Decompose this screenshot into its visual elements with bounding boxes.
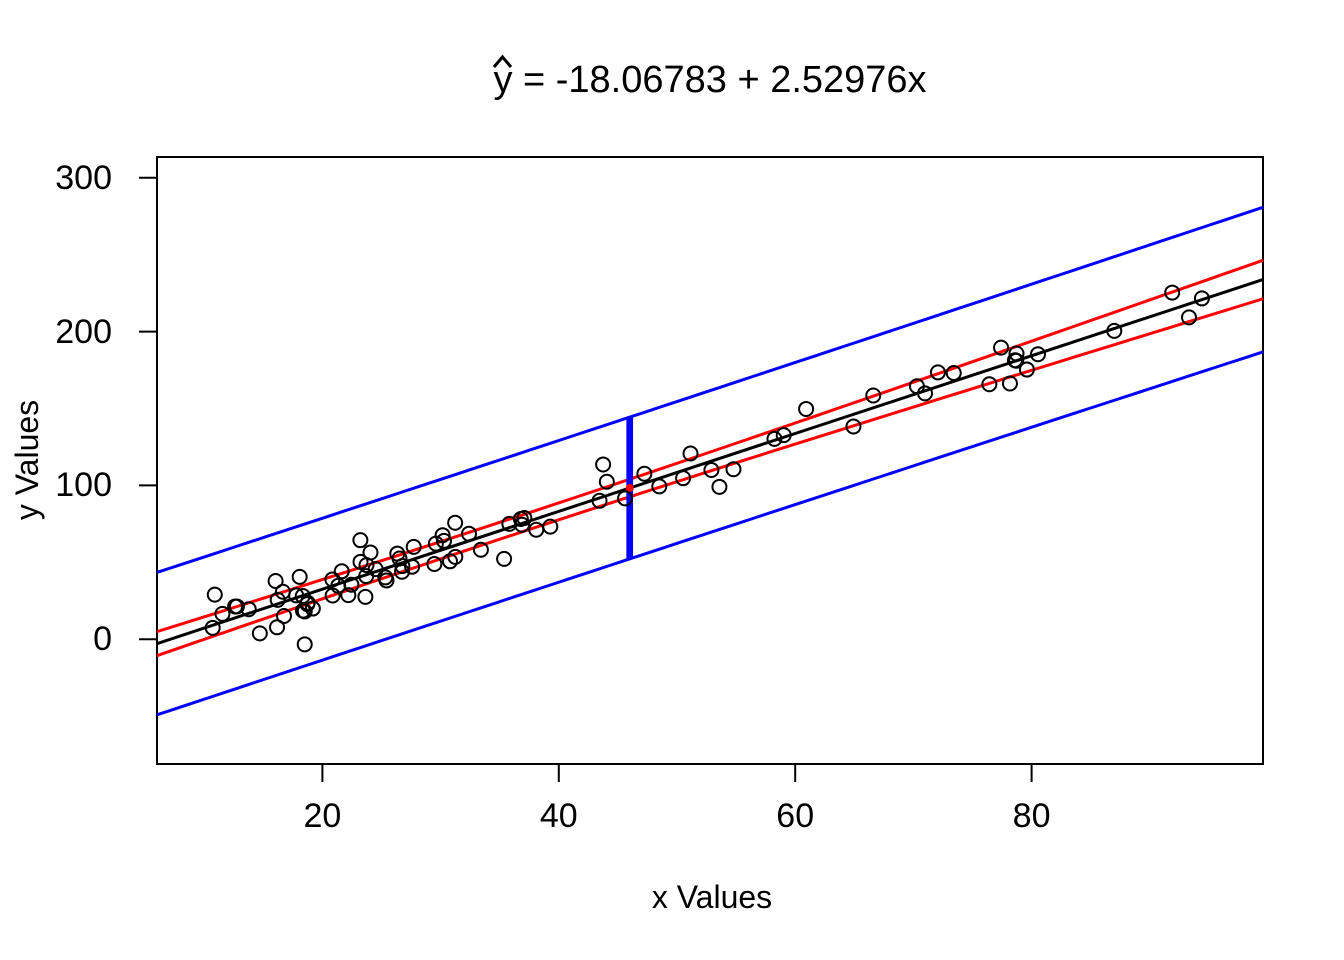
svg-text:0: 0: [93, 620, 112, 658]
svg-text:300: 300: [55, 159, 112, 197]
svg-text:60: 60: [776, 797, 814, 835]
svg-text:80: 80: [1013, 797, 1051, 835]
svg-text:x Values: x Values: [652, 879, 772, 915]
svg-text:100: 100: [55, 466, 112, 504]
svg-text:y = -18.06783 + 2.52976x: y = -18.06783 + 2.52976x: [493, 59, 926, 101]
svg-text:200: 200: [55, 313, 112, 351]
svg-text:40: 40: [540, 797, 578, 835]
svg-text:y Values: y Values: [9, 400, 45, 520]
svg-text:20: 20: [303, 797, 341, 835]
